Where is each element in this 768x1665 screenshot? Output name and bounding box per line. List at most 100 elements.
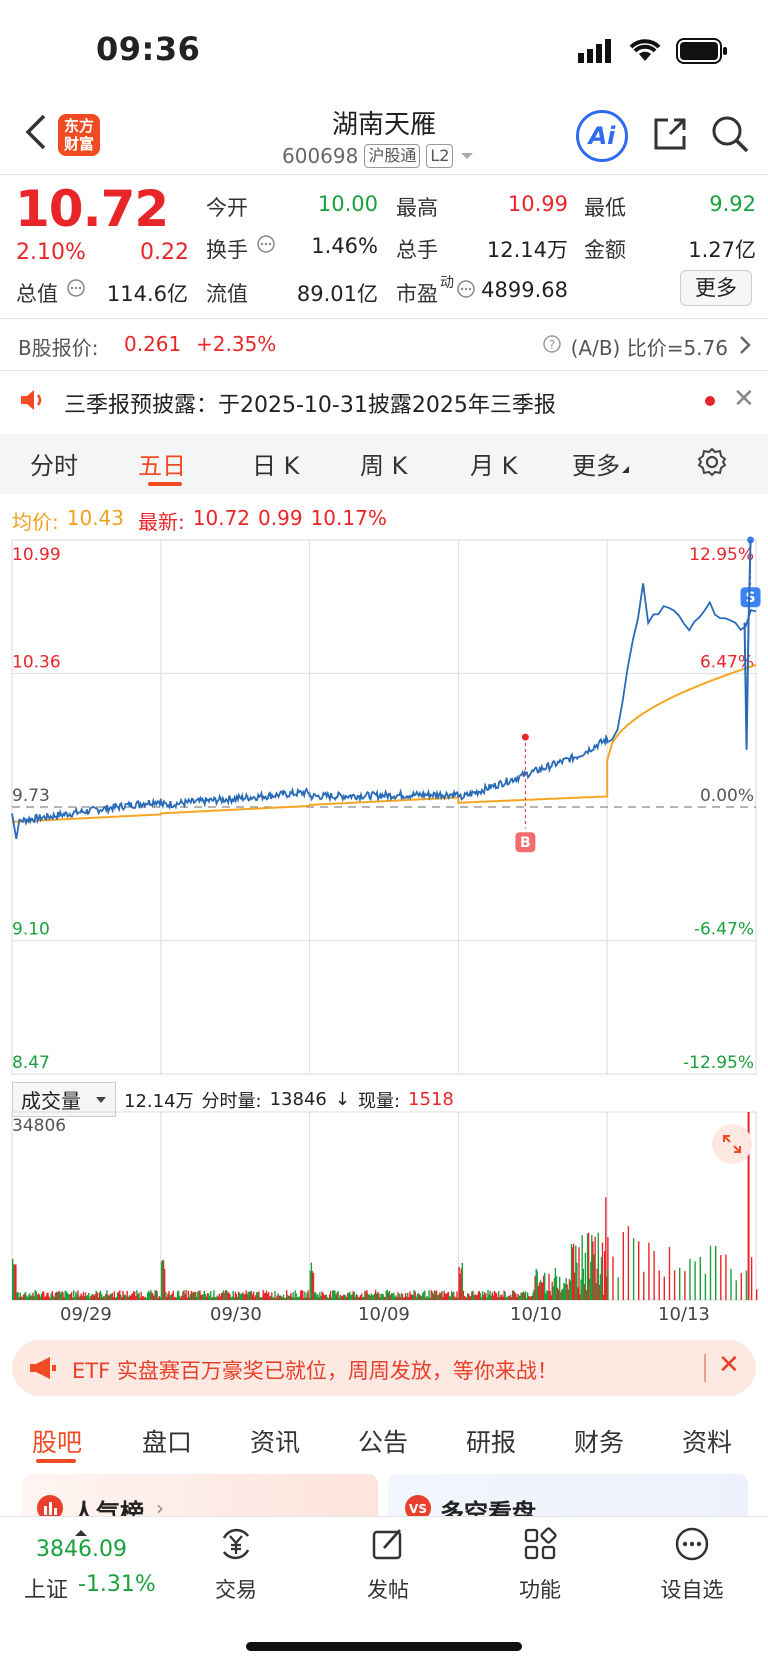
promo-banner[interactable] bbox=[12, 1340, 756, 1396]
tab-financials[interactable]: 财务 bbox=[574, 1428, 625, 1457]
volume-bar bbox=[164, 1269, 166, 1300]
volume-bar bbox=[370, 1293, 372, 1300]
volume-bar bbox=[59, 1291, 61, 1300]
volume-bar bbox=[571, 1247, 574, 1300]
volume-bar bbox=[486, 1297, 488, 1300]
volume-bar bbox=[544, 1272, 546, 1300]
volume-bar bbox=[543, 1275, 545, 1300]
volume-bar bbox=[202, 1294, 204, 1300]
volume-bar bbox=[198, 1290, 200, 1300]
more-quote-button[interactable]: 更多 bbox=[680, 270, 752, 306]
volume-bar bbox=[261, 1297, 263, 1300]
search-button[interactable] bbox=[710, 114, 750, 158]
volume-bar bbox=[210, 1291, 212, 1300]
yen-exchange-icon bbox=[222, 1528, 250, 1560]
turnover-info-icon[interactable] bbox=[256, 234, 276, 258]
index-name[interactable]: 上证 bbox=[24, 1578, 69, 1603]
volume-chart[interactable] bbox=[0, 1110, 768, 1304]
volume-total: 12.14万 bbox=[124, 1090, 194, 1112]
price-chart[interactable]: 10.99 10.36 9.73 9.10 8.47 12.95% 6.47% 0.00% -6… bbox=[0, 536, 768, 1080]
nav-post[interactable]: 发帖 bbox=[338, 1524, 438, 1604]
volume-bar bbox=[25, 1295, 28, 1300]
volume-bar bbox=[579, 1294, 581, 1300]
tab-profile[interactable]: 资料 bbox=[682, 1428, 733, 1457]
volume-bar bbox=[504, 1291, 506, 1300]
volume-bar bbox=[311, 1271, 314, 1300]
tab-news[interactable]: 资讯 bbox=[250, 1428, 301, 1457]
volume-bar bbox=[478, 1291, 481, 1300]
nav-add-watchlist[interactable]: 设自选 bbox=[642, 1524, 742, 1604]
share-button[interactable] bbox=[650, 114, 690, 158]
volume-bar bbox=[231, 1296, 233, 1300]
tab-monthly-k[interactable]: 月 K bbox=[470, 452, 518, 480]
pe-info-icon[interactable] bbox=[456, 279, 476, 303]
volume-bar bbox=[387, 1292, 390, 1300]
volume-bar bbox=[329, 1291, 332, 1300]
volume-bar bbox=[150, 1290, 152, 1300]
promo-close-icon[interactable]: ✕ bbox=[718, 1350, 740, 1380]
volume-bar bbox=[341, 1295, 344, 1300]
expand-chart-button[interactable] bbox=[712, 1124, 752, 1164]
volume-bar bbox=[268, 1296, 271, 1300]
volume-bar bbox=[245, 1290, 247, 1300]
ab-ratio[interactable]: (A/B) 比价=5.76 bbox=[571, 332, 728, 361]
chart-settings-button[interactable] bbox=[696, 446, 728, 482]
tab-weekly-k[interactable]: 周 K bbox=[360, 452, 408, 480]
volume-bar bbox=[350, 1295, 352, 1300]
megaphone-icon bbox=[28, 1355, 58, 1385]
mktcap-label: 总值 bbox=[16, 282, 58, 306]
volume-bar bbox=[77, 1290, 79, 1300]
triangle-icon bbox=[622, 466, 629, 473]
tab-five-day[interactable]: 五日 bbox=[138, 452, 186, 480]
index-change[interactable]: -1.31% bbox=[78, 1572, 156, 1597]
volume-bar bbox=[408, 1297, 410, 1300]
volume-indicator-select[interactable]: 成交量 bbox=[12, 1082, 116, 1117]
volume-bar bbox=[130, 1294, 133, 1300]
volume-bar bbox=[583, 1284, 585, 1300]
tab-daily-k[interactable]: 日 K bbox=[252, 452, 300, 480]
tab-intraday[interactable]: 分时 bbox=[30, 452, 78, 480]
volume-bar bbox=[559, 1276, 561, 1300]
promo-text[interactable]: ETF 实盘赛百万豪奖已就位，周周发放，等你来战！ bbox=[72, 1359, 558, 1383]
volume-bar bbox=[442, 1297, 444, 1300]
volume-bar bbox=[160, 1261, 163, 1300]
volume-bar bbox=[175, 1297, 178, 1300]
volume-bar bbox=[365, 1291, 367, 1300]
notice-text[interactable]: 三季报预披露：于2025-10-31披露2025年三季报 bbox=[64, 393, 556, 418]
nav-trade[interactable]: 交易 bbox=[186, 1524, 286, 1604]
volume-bar bbox=[257, 1292, 259, 1300]
bshare-percent: +2.35% bbox=[196, 332, 277, 356]
volume-bar bbox=[194, 1292, 196, 1300]
mktcap-info-icon[interactable] bbox=[66, 278, 86, 302]
volume-bar bbox=[519, 1295, 521, 1300]
tab-orderbook[interactable]: 盘口 bbox=[142, 1428, 193, 1457]
nav-functions[interactable]: 功能 bbox=[490, 1524, 590, 1604]
volume-bar bbox=[595, 1283, 597, 1300]
volume-bar bbox=[78, 1297, 80, 1300]
volume-bar bbox=[288, 1296, 290, 1300]
volume-bar bbox=[385, 1290, 387, 1300]
notice-close-icon[interactable]: ✕ bbox=[733, 384, 755, 414]
volume-bar bbox=[491, 1292, 493, 1300]
volume-bar bbox=[376, 1293, 378, 1300]
ai-button[interactable]: Ai bbox=[576, 110, 628, 162]
back-button[interactable] bbox=[22, 112, 58, 156]
volume-bar bbox=[308, 1298, 310, 1300]
ratio-help-icon[interactable]: ? bbox=[542, 334, 562, 358]
tab-forum[interactable]: 股吧 bbox=[32, 1428, 83, 1457]
volume-bar bbox=[587, 1232, 590, 1300]
volume-bar bbox=[357, 1297, 360, 1300]
tab-research[interactable]: 研报 bbox=[466, 1428, 517, 1457]
index-value[interactable]: 3846.09 bbox=[36, 1537, 127, 1562]
volume-bar bbox=[400, 1293, 402, 1300]
tab-more[interactable]: 更多 bbox=[572, 446, 630, 481]
volume-bar bbox=[53, 1296, 56, 1300]
stock-subtitle[interactable]: 600698 沪股通 L2 bbox=[282, 144, 475, 168]
volume-bar bbox=[533, 1289, 535, 1300]
volume-bar bbox=[281, 1296, 284, 1300]
volume-bar bbox=[191, 1293, 194, 1300]
tab-announcements[interactable]: 公告 bbox=[358, 1428, 409, 1457]
volume-bar bbox=[679, 1267, 681, 1300]
volume-bar bbox=[140, 1291, 142, 1300]
volume-bar bbox=[183, 1290, 185, 1300]
